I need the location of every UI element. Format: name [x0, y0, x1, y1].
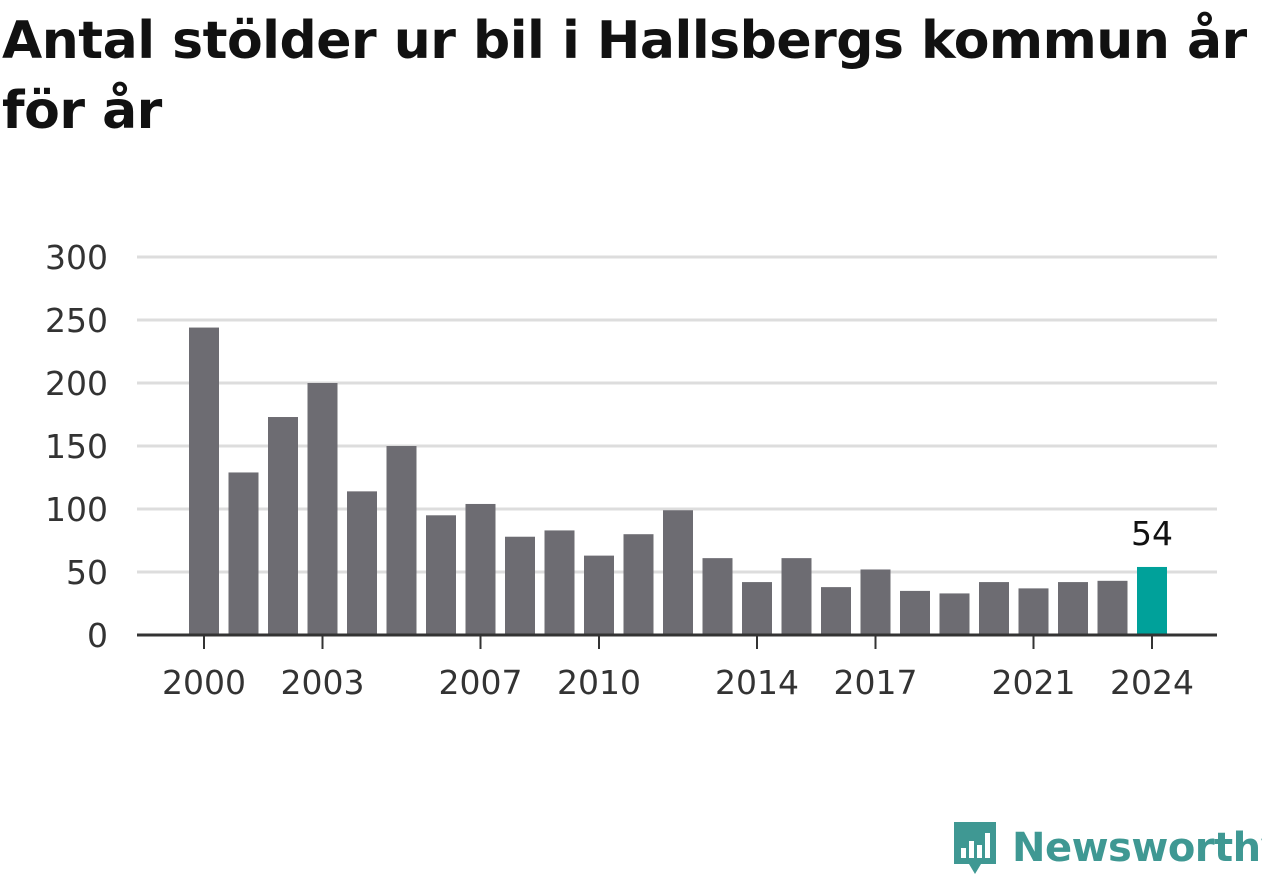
brand-logo: Newsworthy [950, 818, 1262, 878]
y-tick-label: 150 [45, 427, 108, 466]
bar-2012 [663, 510, 693, 635]
bar-2017 [860, 569, 891, 635]
bar-2000 [189, 327, 219, 635]
bar-2023 [1097, 580, 1128, 635]
bar-2003 [307, 383, 338, 635]
bar-2020 [979, 582, 1009, 635]
brand-name: Newsworthy [1012, 825, 1262, 871]
y-tick-label: 250 [45, 301, 108, 340]
y-tick-label: 100 [45, 490, 108, 529]
x-tick-label: 2003 [281, 663, 365, 702]
y-tick-label: 0 [87, 616, 108, 655]
bar-2011 [623, 534, 654, 635]
y-tick-label: 50 [66, 553, 108, 592]
y-tick-label: 200 [45, 364, 108, 403]
x-axis-ticks: 2000 2003 2007 2010 2014 2017 2021 2024 [162, 635, 1194, 702]
x-tick-label: 2024 [1110, 663, 1194, 702]
bar-2010 [584, 555, 614, 635]
x-tick-label: 2007 [439, 663, 523, 702]
x-tick-label: 2000 [162, 663, 246, 702]
x-tick-label: 2021 [992, 663, 1076, 702]
bar-2014 [742, 582, 772, 635]
bar-2002 [268, 417, 298, 635]
bar-2007 [465, 503, 496, 635]
bar-2019 [939, 593, 970, 635]
bar-2016 [821, 587, 851, 635]
bar-2013 [702, 558, 733, 635]
x-tick-label: 2017 [834, 663, 918, 702]
bar-2022 [1058, 582, 1088, 635]
chart-title: Antal stölder ur bil i Hallsbergs kommun… [2, 11, 1247, 141]
value-label-2024: 54 [1131, 514, 1173, 553]
bar-2021 [1018, 588, 1049, 635]
x-tick-label: 2010 [557, 663, 641, 702]
bar-2024 [1137, 566, 1167, 635]
y-tick-label: 300 [45, 238, 108, 277]
bar-2001 [228, 472, 259, 635]
bar-2005 [386, 446, 417, 635]
bar-2008 [505, 536, 535, 635]
value-labels: 54 [1131, 514, 1173, 553]
y-axis-ticks: 0 50 100 150 200 250 300 [45, 238, 108, 655]
x-tick-label: 2014 [715, 663, 799, 702]
bar-2009 [544, 530, 575, 635]
bars [189, 327, 1167, 635]
bar-2018 [900, 590, 930, 635]
bar-2015 [781, 558, 812, 635]
bar-2006 [426, 515, 456, 635]
chart-speech-bubble-icon [954, 822, 996, 874]
bar-2004 [347, 491, 377, 635]
